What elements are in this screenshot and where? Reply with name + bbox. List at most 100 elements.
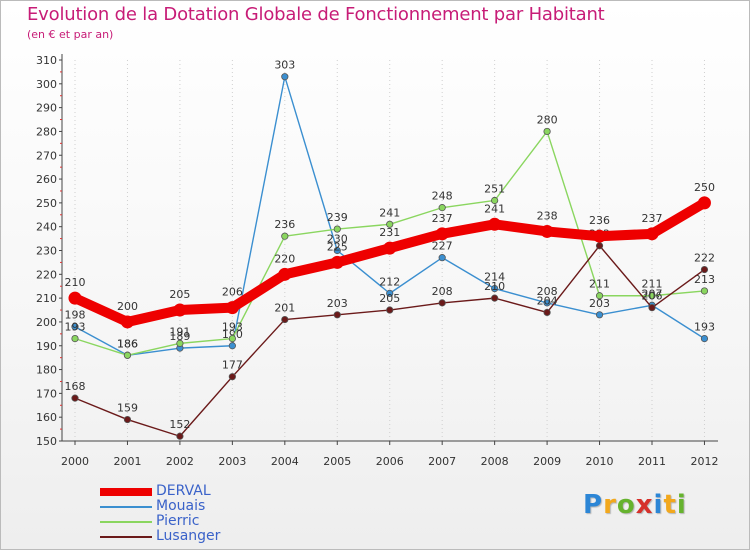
y-tick-label: 150 — [36, 435, 57, 448]
y-tick-label: 230 — [36, 245, 57, 258]
data-label: 206 — [222, 286, 243, 299]
x-tick-label: 2004 — [271, 455, 299, 468]
data-label: 190 — [222, 328, 243, 341]
data-point — [278, 267, 292, 281]
data-label: 222 — [694, 252, 715, 265]
data-label: 220 — [274, 252, 295, 265]
data-label: 251 — [484, 182, 505, 195]
data-label: 152 — [169, 418, 190, 431]
data-label: 211 — [589, 278, 610, 291]
data-point — [281, 315, 289, 324]
data-point — [438, 299, 446, 307]
data-label: 159 — [117, 402, 138, 415]
y-tick-label: 210 — [36, 292, 57, 305]
data-label: 204 — [537, 294, 558, 307]
data-point — [543, 299, 551, 307]
data-point — [228, 335, 236, 343]
data-label: 193 — [65, 321, 86, 334]
data-label: 241 — [484, 202, 505, 215]
data-point — [540, 224, 554, 238]
data-point — [71, 335, 79, 343]
data-point — [491, 196, 499, 205]
y-tick-label: 180 — [36, 364, 57, 377]
data-label: 230 — [327, 233, 348, 246]
data-label: 236 — [589, 214, 610, 227]
x-tick-label: 2007 — [428, 455, 456, 468]
data-point — [120, 315, 134, 329]
data-point — [281, 73, 289, 81]
data-point — [595, 292, 604, 300]
data-label: 227 — [432, 240, 453, 253]
data-point — [386, 289, 394, 297]
legend-swatch — [100, 488, 152, 496]
data-point — [386, 220, 394, 228]
data-label: 236 — [274, 218, 295, 231]
data-point — [123, 351, 132, 359]
data-point — [71, 394, 79, 402]
logo-letter: x — [635, 490, 654, 520]
legend-swatch — [100, 521, 152, 523]
data-label: 208 — [537, 285, 558, 298]
y-tick-label: 300 — [36, 78, 57, 91]
y-tick-label: 220 — [36, 268, 57, 281]
data-label: 237 — [642, 212, 663, 225]
data-point — [648, 304, 656, 312]
data-label: 186 — [117, 337, 138, 350]
data-label: 225 — [327, 240, 348, 253]
data-label: 248 — [432, 190, 453, 203]
data-label: 238 — [537, 209, 558, 222]
data-label: 193 — [222, 321, 243, 334]
y-tick-label: 190 — [36, 340, 57, 353]
data-label: 193 — [694, 321, 715, 334]
data-point — [488, 217, 502, 231]
data-point — [700, 287, 709, 295]
logo-letter: P — [583, 490, 604, 520]
data-label: 231 — [379, 226, 400, 239]
logo-letter: i — [653, 490, 664, 520]
data-label: 203 — [589, 297, 610, 310]
x-tick-label: 2008 — [481, 455, 509, 468]
legend-swatch — [100, 536, 152, 538]
x-tick-label: 2003 — [218, 455, 246, 468]
data-point — [435, 227, 449, 241]
logo-letter: i — [676, 490, 687, 520]
data-point — [333, 246, 341, 255]
data-point — [71, 323, 79, 331]
data-label: 250 — [694, 181, 715, 194]
data-point — [68, 291, 82, 305]
data-label: 303 — [274, 59, 295, 72]
data-point — [228, 373, 236, 381]
data-point — [228, 342, 236, 350]
data-point — [543, 308, 551, 317]
data-label: 189 — [169, 330, 190, 343]
data-label: 168 — [65, 380, 86, 393]
data-point — [543, 127, 551, 136]
data-label: 214 — [484, 271, 505, 284]
y-tick-label: 270 — [36, 149, 57, 162]
data-label: 210 — [484, 280, 505, 293]
logo-letter: r — [603, 490, 617, 520]
data-point — [176, 339, 184, 347]
data-label: 206 — [642, 290, 663, 303]
y-tick-label: 170 — [36, 387, 57, 400]
x-tick-label: 2005 — [323, 455, 351, 468]
data-label: 280 — [537, 113, 558, 126]
data-point — [593, 229, 607, 243]
data-point — [491, 294, 499, 302]
data-point — [438, 204, 446, 212]
data-label: 211 — [642, 278, 663, 291]
data-point — [438, 254, 446, 262]
legend-label: Pierric — [156, 513, 200, 529]
y-tick-label: 280 — [36, 125, 57, 138]
data-point — [176, 432, 184, 440]
data-label: 203 — [327, 297, 348, 310]
y-tick-label: 160 — [36, 411, 57, 424]
data-point — [386, 306, 394, 314]
data-label: 213 — [694, 273, 715, 286]
data-point — [697, 196, 711, 210]
data-label: 237 — [432, 212, 453, 225]
x-tick-label: 2002 — [166, 455, 194, 468]
data-point — [123, 415, 132, 424]
data-label: 205 — [379, 292, 400, 305]
